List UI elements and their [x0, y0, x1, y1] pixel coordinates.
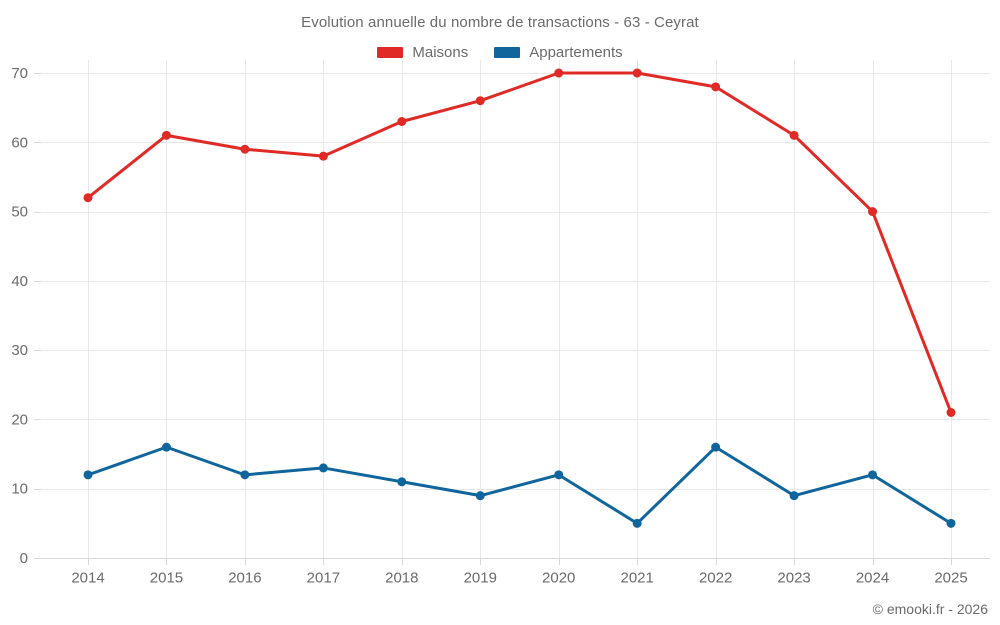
data-point[interactable] [868, 470, 878, 480]
y-axis-tick-label: 50 [11, 204, 28, 221]
series-line [86, 71, 953, 414]
data-point[interactable] [397, 117, 407, 126]
y-axis-tick-labels: 0 10 20 30 40 50 60 70 [11, 65, 28, 567]
y-axis-tick-label: 0 [20, 550, 28, 567]
x-axis-tick-label: 2014 [71, 569, 104, 586]
series-line [86, 445, 953, 525]
x-axis-tick-label: 2020 [542, 569, 575, 586]
x-axis-tick-label: 2022 [699, 569, 732, 586]
data-point[interactable] [946, 518, 956, 528]
data-point[interactable] [83, 193, 93, 203]
x-axis-tick-label: 2021 [620, 569, 653, 586]
y-axis-tick-label: 10 [11, 481, 28, 498]
data-point[interactable] [475, 96, 485, 106]
legend-item-label: Maisons [412, 44, 469, 61]
data-point[interactable] [711, 442, 721, 452]
y-axis-tick-label: 40 [11, 273, 28, 290]
x-axis-tick-label: 2018 [385, 569, 418, 586]
data-point[interactable] [632, 518, 642, 528]
data-point[interactable] [83, 470, 93, 480]
x-axis-tick-label: 2023 [777, 569, 810, 586]
data-point[interactable] [161, 130, 171, 140]
series-maisons [83, 68, 956, 417]
data-point[interactable] [946, 408, 956, 417]
data-point[interactable] [318, 463, 328, 473]
x-axis-tick-label: 2016 [228, 569, 261, 586]
y-axis-tick-label: 20 [11, 411, 28, 428]
legend-item-label: Appartements [529, 44, 623, 61]
legend-item-appartements[interactable]: Appartements [494, 44, 623, 61]
x-axis-tick-labels: 2014 2015 2016 2017 2018 2019 2020 2021 2022 2023… [71, 569, 967, 586]
data-point[interactable] [554, 68, 564, 78]
data-point[interactable] [475, 491, 485, 501]
footer-copyright: © emooki.fr - 2026 [872, 601, 988, 617]
data-point[interactable] [868, 207, 878, 217]
data-point[interactable] [632, 68, 642, 78]
data-point[interactable] [789, 491, 799, 501]
x-axis-tick-label: 2017 [307, 569, 340, 586]
x-axis-tick-label: 2019 [464, 569, 497, 586]
legend-color-swatch-icon [494, 47, 521, 58]
x-axis-tick-label: 2025 [934, 569, 967, 586]
axes [34, 73, 952, 565]
data-point[interactable] [318, 151, 328, 161]
series-appartements [83, 442, 956, 528]
legend-item-maisons[interactable]: Maisons [377, 44, 468, 61]
x-axis-tick-label: 2015 [150, 569, 183, 586]
x-axis-tick-label: 2024 [856, 569, 889, 586]
data-point[interactable] [240, 470, 250, 480]
data-point[interactable] [240, 144, 250, 154]
gridlines [41, 60, 990, 559]
data-point[interactable] [711, 82, 721, 92]
data-point[interactable] [789, 130, 799, 140]
data-point[interactable] [161, 442, 171, 452]
chart-title: Evolution annuelle du nombre de transact… [301, 14, 699, 31]
data-point[interactable] [397, 477, 407, 487]
chart-legend: Maisons Appartements [0, 44, 1000, 61]
data-point[interactable] [554, 470, 564, 480]
y-axis-tick-label: 30 [11, 342, 28, 359]
y-axis-tick-label: 60 [11, 134, 28, 151]
y-axis-tick-label: 70 [11, 65, 28, 82]
data-series [83, 68, 956, 528]
legend-color-swatch-icon [377, 47, 404, 58]
